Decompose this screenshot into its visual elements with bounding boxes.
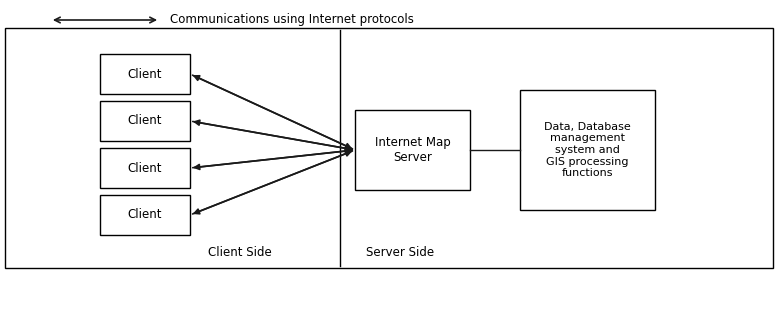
Text: Communications using Internet protocols: Communications using Internet protocols <box>170 13 414 27</box>
Text: Client Side: Client Side <box>208 245 272 259</box>
Bar <box>355 110 470 190</box>
Text: Server Side: Server Side <box>366 245 434 259</box>
Text: Client: Client <box>128 162 162 175</box>
Bar <box>100 148 190 188</box>
Bar <box>520 90 655 210</box>
Text: Client: Client <box>128 68 162 80</box>
Bar <box>100 54 190 94</box>
Text: Data, Database
management
system and
GIS processing
functions: Data, Database management system and GIS… <box>544 122 631 178</box>
Bar <box>100 195 190 235</box>
Text: Internet Map
Server: Internet Map Server <box>374 136 450 164</box>
Text: Client: Client <box>128 115 162 127</box>
Bar <box>5 28 773 268</box>
Text: Client: Client <box>128 208 162 222</box>
Bar <box>100 101 190 141</box>
